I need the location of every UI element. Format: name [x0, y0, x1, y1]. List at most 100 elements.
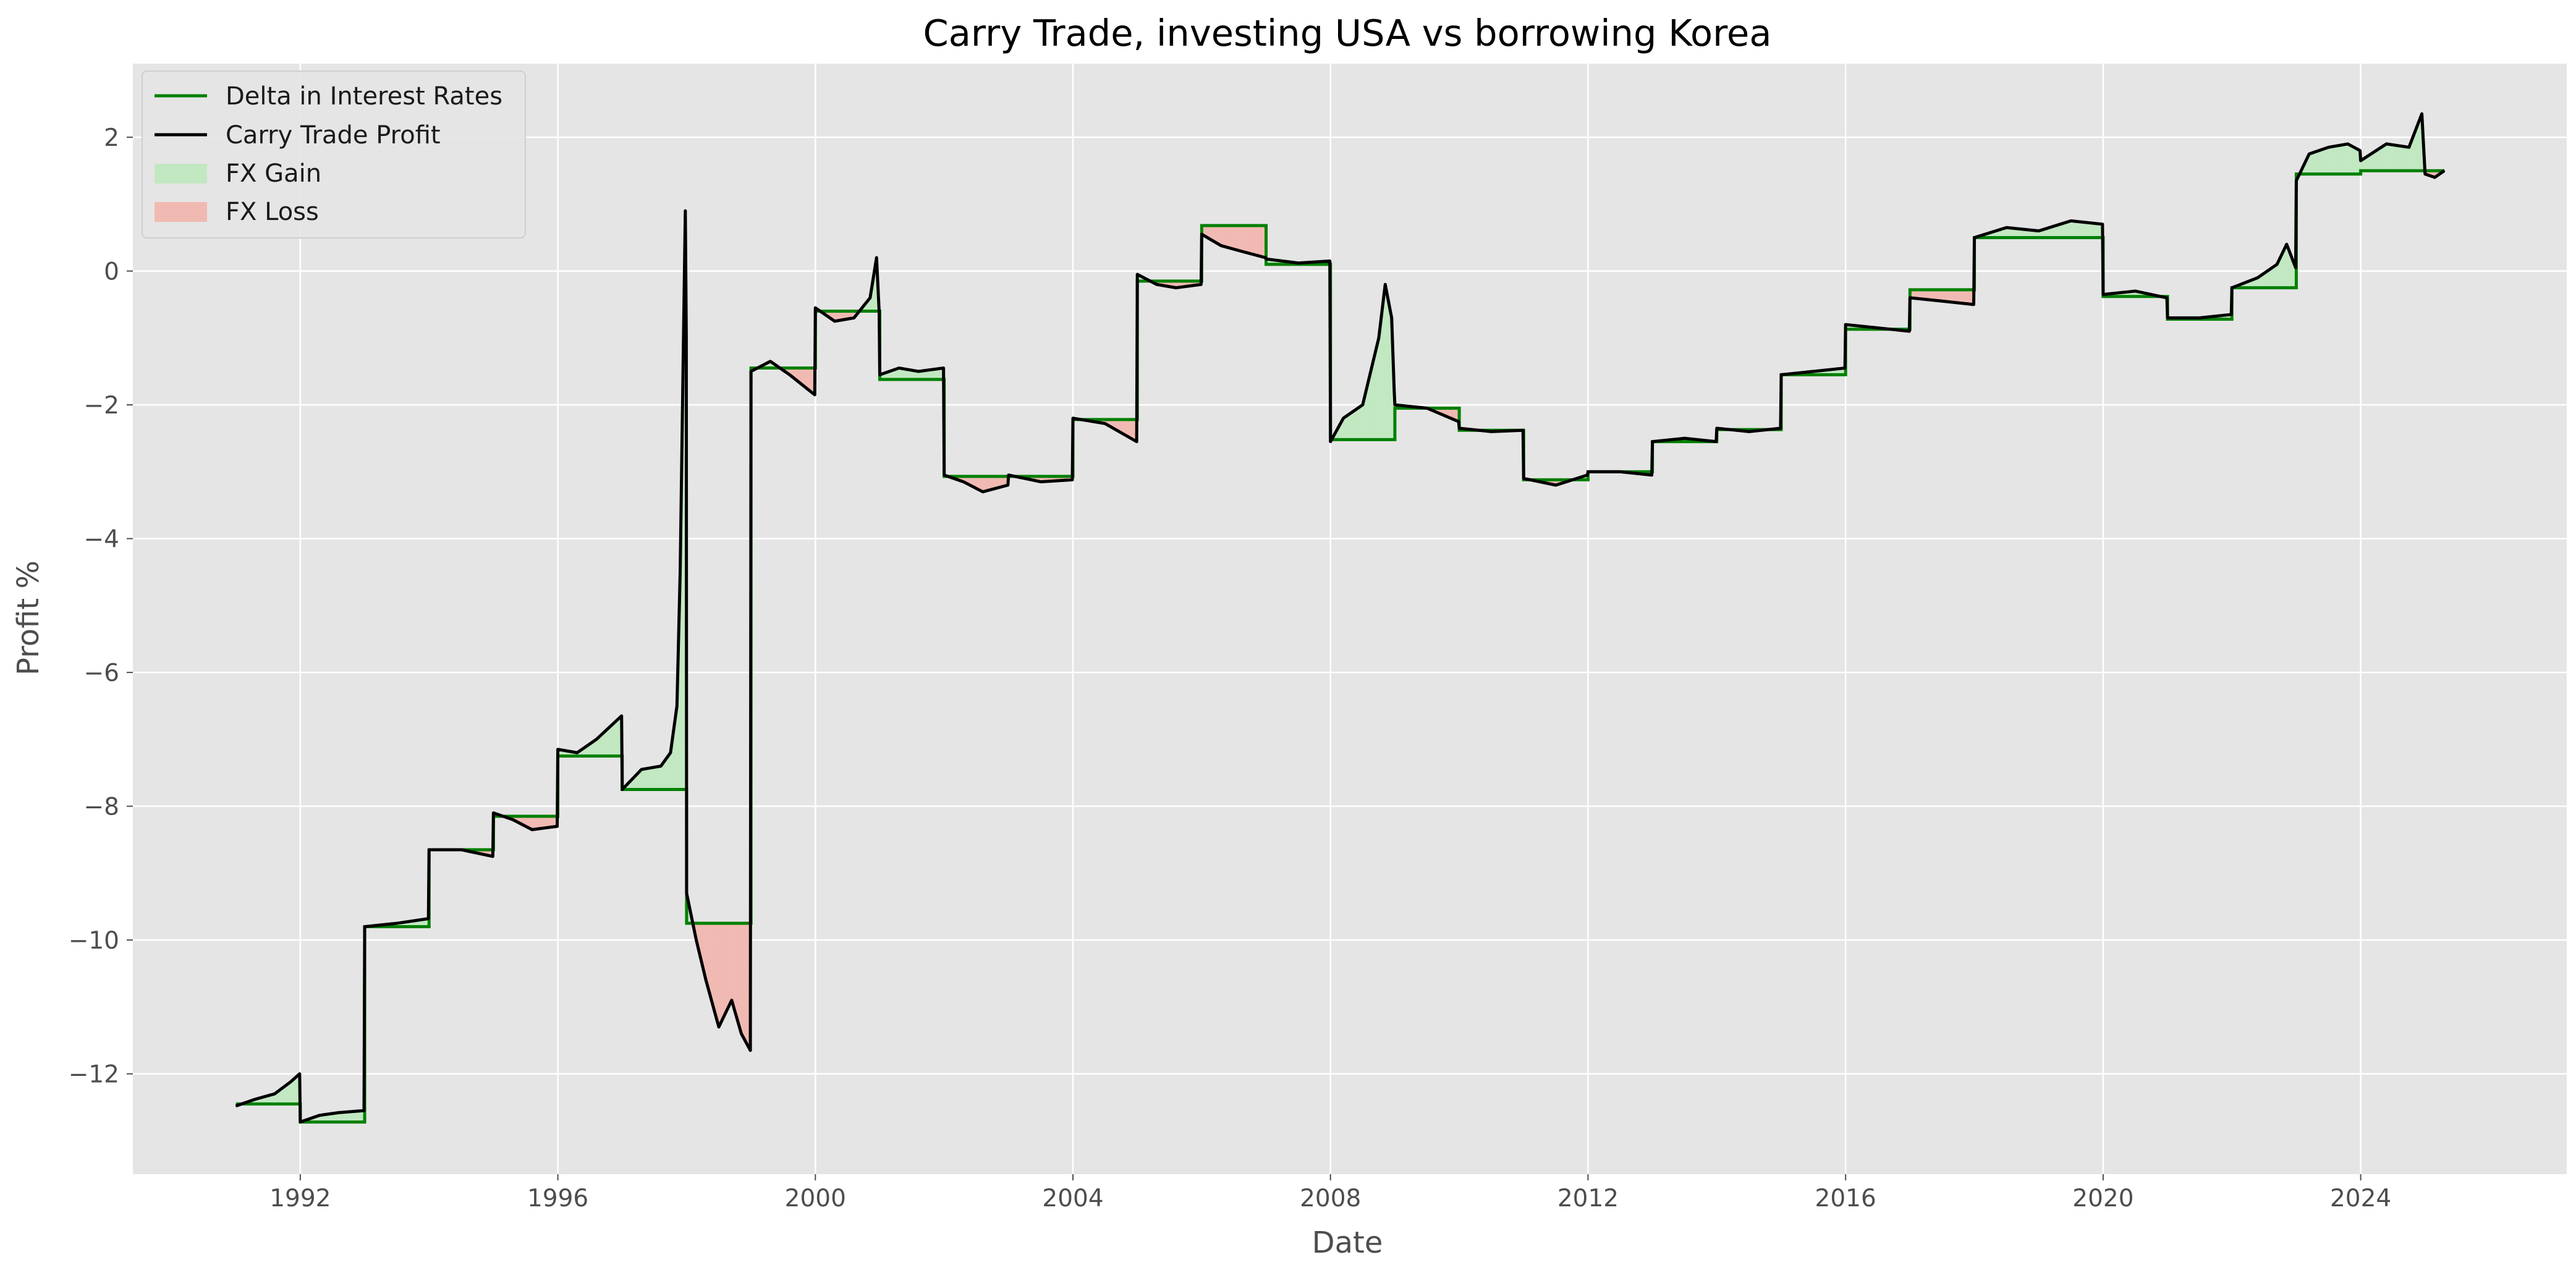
profit-point — [685, 210, 686, 211]
profit-point — [1426, 407, 1428, 409]
profit-point — [1342, 417, 1344, 419]
fx-gain-area — [2347, 143, 2360, 174]
y-tick-label: 2 — [104, 124, 119, 152]
fx-gain-area — [2409, 114, 2422, 171]
profit-point — [235, 1105, 237, 1107]
profit-point — [682, 344, 684, 345]
x-tick-label: 2004 — [1042, 1185, 1103, 1212]
fx-loss-area — [719, 923, 732, 1027]
profit-point — [1391, 317, 1392, 319]
profit-point — [1780, 428, 1781, 429]
profit-point — [2308, 153, 2310, 154]
fx-gain-area — [596, 716, 622, 756]
profit-point — [2103, 294, 2104, 295]
profit-point — [1201, 234, 1203, 235]
profit-point — [1200, 284, 1202, 286]
fx-gain-area — [1378, 284, 1386, 440]
fx-loss-area — [1240, 225, 1266, 258]
profit-point — [2166, 297, 2167, 298]
fx-gain-area — [1385, 284, 1392, 440]
profit-point — [731, 999, 732, 1001]
profit-point — [2286, 243, 2287, 245]
profit-point — [870, 297, 871, 298]
profit-point — [338, 1112, 340, 1114]
chart-title: Carry Trade, investing USA vs borrowing … — [923, 12, 1772, 54]
profit-point — [1651, 441, 1653, 442]
profit-point — [532, 829, 533, 831]
profit-point — [769, 360, 771, 362]
legend-delta-label: Delta in Interest Rates — [226, 82, 502, 111]
profit-point — [1555, 485, 1557, 486]
profit-point — [396, 923, 397, 924]
profit-point — [2199, 317, 2200, 319]
profit-point — [834, 320, 836, 322]
profit-point — [2295, 267, 2297, 268]
profit-point — [2038, 230, 2040, 232]
fx-gain-area — [2309, 147, 2329, 174]
profit-point — [943, 474, 945, 476]
profit-point — [679, 571, 681, 573]
x-tick-label: 2012 — [1557, 1185, 1619, 1212]
fx-loss-area — [983, 476, 1008, 492]
profit-point — [2444, 170, 2445, 172]
x-tick-label: 2000 — [785, 1185, 846, 1212]
profit-series-layer — [235, 112, 2446, 1124]
x-tick-label: 1996 — [527, 1185, 588, 1212]
x-tick-label: 2020 — [2072, 1185, 2133, 1212]
fx-loss-area — [741, 923, 751, 1051]
profit-point — [1973, 303, 1975, 305]
fx-gain-area — [1362, 337, 1379, 440]
profit-point — [815, 307, 816, 308]
profit-point — [2167, 317, 2168, 319]
profit-point — [1040, 481, 1041, 483]
y-tick-label: −6 — [84, 659, 120, 687]
x-tick-label: 2008 — [1300, 1185, 1361, 1212]
y-tick-label: 0 — [104, 258, 119, 286]
profit-point — [1587, 474, 1588, 476]
profit-point — [982, 491, 983, 493]
profit-point — [2347, 143, 2349, 145]
profit-point — [2070, 220, 2072, 222]
profit-point — [1265, 258, 1267, 260]
profit-point — [2006, 227, 2007, 229]
profit-point — [1909, 331, 1910, 332]
profit-point — [1522, 430, 1524, 431]
profit-point — [2231, 287, 2233, 289]
profit-point — [814, 394, 816, 396]
profit-point — [1362, 404, 1363, 405]
fx-gain-area — [2328, 143, 2348, 174]
x-axis-label: Date — [1312, 1225, 1383, 1260]
profit-point — [2359, 150, 2361, 151]
profit-point — [750, 371, 752, 372]
profit-point — [1297, 262, 1299, 264]
profit-point — [1008, 474, 1009, 476]
fx-gain-area — [2277, 244, 2287, 288]
profit-point — [1137, 274, 1138, 275]
x-tick-label: 2024 — [2330, 1185, 2391, 1212]
profit-point — [428, 849, 430, 850]
fx-gain-area — [2038, 221, 2071, 238]
legend-gain-swatch — [155, 164, 207, 184]
profit-point — [2328, 146, 2329, 148]
profit-point — [1523, 478, 1525, 479]
profit-point — [1813, 371, 1814, 372]
profit-point — [1941, 300, 1943, 302]
legend-box — [142, 70, 526, 239]
profit-point — [299, 1073, 300, 1075]
fx-gain-area — [661, 753, 671, 790]
profit-point — [898, 367, 900, 369]
profit-point — [854, 317, 855, 319]
fx-gain-area — [2070, 221, 2103, 238]
profit-point — [2421, 113, 2423, 114]
profit-point — [705, 980, 707, 981]
profit-point — [2135, 290, 2136, 292]
profit-point — [2425, 173, 2426, 175]
y-tick-label: −2 — [84, 392, 120, 420]
legend-gain-label: FX Gain — [226, 159, 321, 188]
x-tick-label: 2016 — [1815, 1185, 1876, 1212]
plot-background — [133, 64, 2567, 1174]
y-tick-label: −4 — [84, 526, 120, 554]
profit-point — [556, 826, 558, 827]
profit-point — [290, 1081, 292, 1083]
profit-point — [1394, 391, 1395, 392]
